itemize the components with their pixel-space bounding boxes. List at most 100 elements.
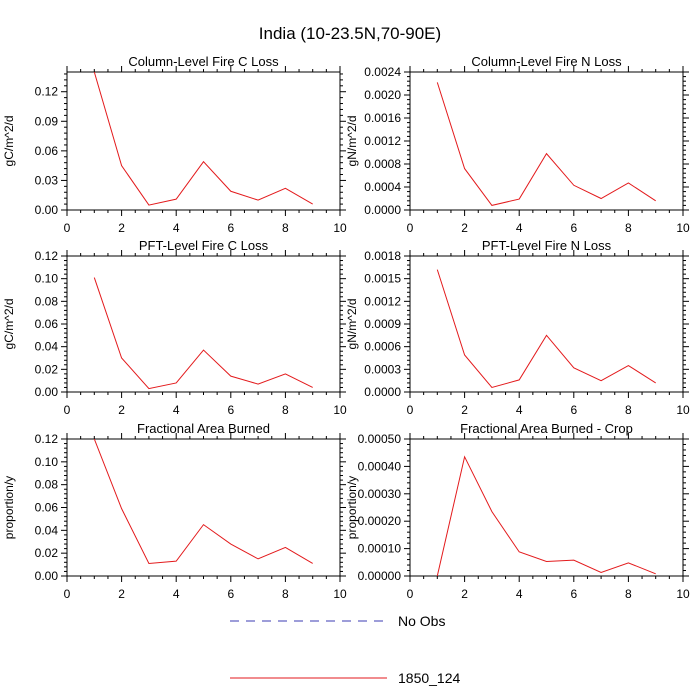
- x-tick-label: 10: [676, 587, 690, 601]
- x-tick-label: 2: [461, 587, 468, 601]
- x-tick-label: 0: [64, 587, 71, 601]
- plot-frame: [409, 438, 684, 577]
- y-tick-label: 0.00: [35, 385, 59, 399]
- x-tick-label: 0: [64, 221, 71, 235]
- plot-frame: [409, 71, 684, 211]
- x-tick-label: 0: [407, 403, 414, 417]
- x-tick-label: 10: [333, 587, 347, 601]
- y-tick-label: 0.0012: [364, 294, 401, 308]
- x-tick-label: 10: [676, 403, 690, 417]
- y-tick-label: 0.0003: [364, 362, 401, 376]
- y-tick-label: 0.0008: [364, 157, 401, 171]
- y-axis-label: gN/m^2/d: [345, 116, 359, 167]
- panel-title: Column-Level Fire C Loss: [128, 54, 279, 69]
- plot-frame: [66, 71, 341, 211]
- y-tick-label: 0.0000: [364, 203, 401, 217]
- plot-frame: [66, 255, 341, 393]
- x-tick-label: 6: [227, 403, 234, 417]
- x-tick-label: 8: [625, 403, 632, 417]
- y-tick-label: 0.0004: [364, 180, 401, 194]
- y-tick-label: 0.0012: [364, 134, 401, 148]
- y-tick-label: 0.06: [35, 144, 59, 158]
- panel-title: Column-Level Fire N Loss: [471, 54, 622, 69]
- y-tick-label: 0.0020: [364, 88, 401, 102]
- y-tick-label: 0.0009: [364, 317, 401, 331]
- y-tick-label: 0.00: [35, 569, 59, 583]
- x-tick-label: 0: [407, 221, 414, 235]
- y-tick-label: 0.02: [35, 546, 59, 560]
- panel-title: Fractional Area Burned: [137, 421, 270, 436]
- x-tick-label: 4: [173, 403, 180, 417]
- x-tick-label: 6: [570, 403, 577, 417]
- plot-frame: [409, 255, 684, 393]
- y-axis-label: gC/m^2/d: [2, 116, 16, 167]
- y-axis-label: gN/m^2/d: [345, 299, 359, 350]
- y-tick-label: 0.12: [35, 85, 59, 99]
- chart-panel-2: Column-Level Fire N Loss gN/m^2/d 0 2 4 6 8 10 0…: [345, 54, 690, 235]
- y-axis-label: gC/m^2/d: [2, 299, 16, 350]
- y-tick-label: 0.0015: [364, 272, 401, 286]
- x-tick-label: 4: [516, 403, 523, 417]
- y-tick-label: 0.00000: [358, 569, 402, 583]
- chart-panel-1: Column-Level Fire C Loss gC/m^2/d 0 2 4 6 8 10 0…: [2, 54, 347, 235]
- panel-title: PFT-Level Fire N Loss: [482, 238, 612, 253]
- legend-label: 1850_124: [398, 670, 461, 686]
- x-tick-label: 10: [676, 221, 690, 235]
- chart-panel-6: Fractional Area Burned - Crop proportion/…: [345, 421, 690, 601]
- y-tick-label: 0.00040: [358, 459, 402, 473]
- panels: Column-Level Fire C Loss gC/m^2/d 0 2 4 6 8 10 0…: [2, 54, 690, 601]
- legend-label: No Obs: [398, 613, 445, 629]
- x-tick-label: 6: [570, 587, 577, 601]
- y-tick-label: 0.04: [35, 523, 59, 537]
- figure-title: India (10-23.5N,70-90E): [259, 24, 441, 43]
- y-tick-label: 0.10: [35, 272, 59, 286]
- x-tick-label: 4: [516, 587, 523, 601]
- y-tick-label: 0.12: [35, 432, 59, 446]
- x-tick-label: 2: [118, 587, 125, 601]
- x-tick-label: 6: [227, 587, 234, 601]
- x-tick-label: 8: [282, 587, 289, 601]
- y-tick-label: 0.0006: [364, 340, 401, 354]
- x-tick-label: 10: [333, 221, 347, 235]
- y-tick-label: 0.02: [35, 362, 59, 376]
- x-tick-label: 2: [118, 403, 125, 417]
- series-line-1850_124: [436, 269, 656, 389]
- y-tick-label: 0.0018: [364, 249, 401, 263]
- chart-panel-3: PFT-Level Fire C Loss gC/m^2/d 0 2 4 6 8 10 0.00…: [2, 238, 347, 417]
- x-tick-label: 8: [282, 403, 289, 417]
- y-tick-label: 0.00030: [358, 487, 402, 501]
- legend: No Obs 1850_124: [230, 613, 461, 686]
- x-tick-label: 2: [118, 221, 125, 235]
- y-tick-label: 0.04: [35, 340, 59, 354]
- y-tick-label: 0.00020: [358, 514, 402, 528]
- x-tick-label: 4: [173, 587, 180, 601]
- panel-title: PFT-Level Fire C Loss: [139, 238, 269, 253]
- y-tick-label: 0.03: [35, 173, 59, 187]
- y-tick-label: 0.09: [35, 114, 59, 128]
- x-tick-label: 4: [516, 221, 523, 235]
- x-tick-label: 0: [407, 587, 414, 601]
- y-tick-label: 0.00010: [358, 542, 402, 556]
- x-tick-label: 2: [461, 403, 468, 417]
- series-line-1850_124: [93, 72, 313, 206]
- y-tick-label: 0.08: [35, 294, 59, 308]
- series-line-1850_124: [93, 277, 313, 390]
- y-tick-label: 0.12: [35, 249, 59, 263]
- x-tick-label: 8: [625, 587, 632, 601]
- chart-panel-5: Fractional Area Burned proportion/y 0 2 4 6 8 1…: [2, 421, 347, 601]
- legend-item: 1850_124: [230, 670, 461, 686]
- chart-panel-4: PFT-Level Fire N Loss gN/m^2/d 0 2 4 6 8 10 0.00…: [345, 238, 690, 417]
- x-tick-label: 10: [333, 403, 347, 417]
- y-tick-label: 0.0024: [364, 65, 401, 79]
- y-axis-label: proportion/y: [2, 476, 16, 539]
- series-line-1850_124: [93, 439, 313, 564]
- y-tick-label: 0.06: [35, 501, 59, 515]
- x-tick-label: 8: [282, 221, 289, 235]
- y-tick-label: 0.0016: [364, 111, 401, 125]
- panel-title: Fractional Area Burned - Crop: [460, 421, 633, 436]
- y-tick-label: 0.00: [35, 203, 59, 217]
- y-axis-label: proportion/y: [345, 476, 359, 539]
- x-tick-label: 0: [64, 403, 71, 417]
- series-line-1850_124: [436, 82, 656, 206]
